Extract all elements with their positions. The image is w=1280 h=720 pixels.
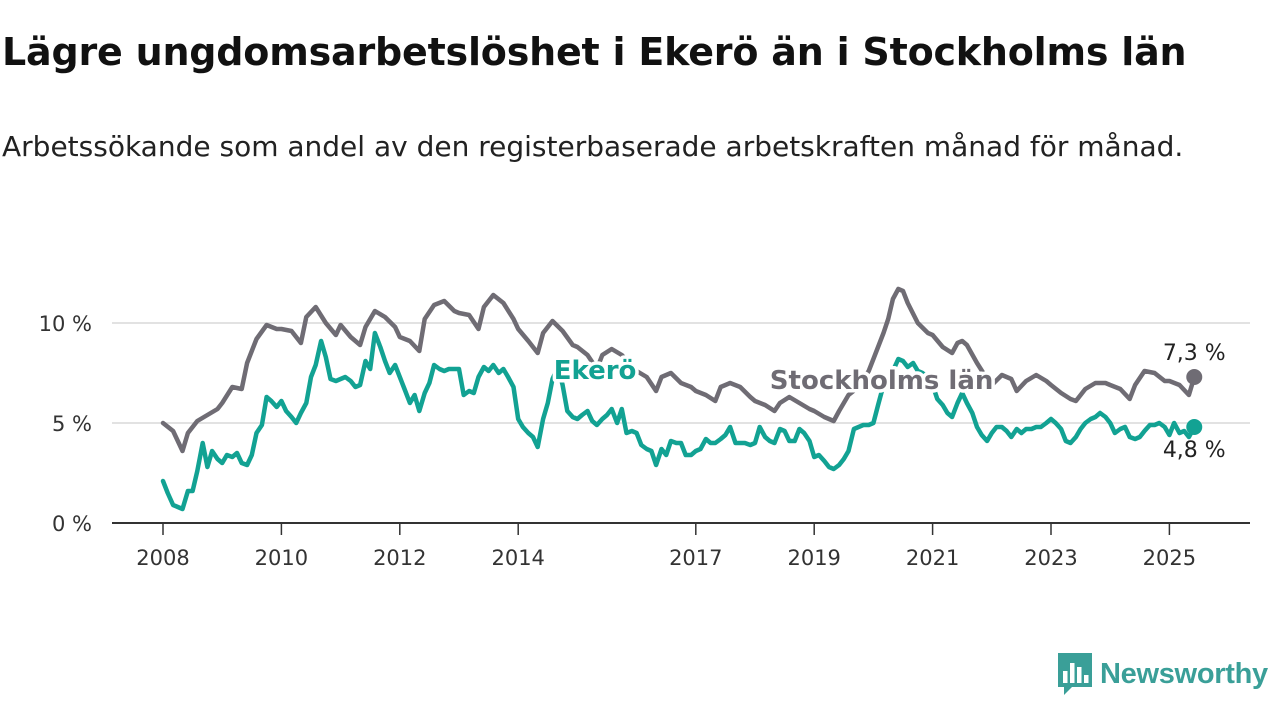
y-tick-label: 10 % <box>39 312 92 336</box>
x-tick-label: 2025 <box>1143 546 1196 570</box>
x-tick-label: 2012 <box>373 546 426 570</box>
y-tick-label: 5 % <box>52 412 92 436</box>
series-line-ekero <box>160 330 1197 512</box>
series-lines <box>160 286 1203 512</box>
newsworthy-logo-icon <box>1058 653 1092 695</box>
x-tick-label: 2021 <box>906 546 959 570</box>
x-axis: 2008 2010 2012 2014 2017 2019 2021 2023 2025 <box>112 522 1250 570</box>
newsworthy-brand: Newsworthy <box>1058 652 1268 696</box>
end-value-label: 4,8 % <box>1163 438 1226 463</box>
y-axis-ticks: 0 % 5 % 10 % <box>39 312 92 536</box>
x-tick-label: 2008 <box>136 546 189 570</box>
series-labels: 7,3 % 4,8 % Ekerö Stockholms län <box>550 341 1226 463</box>
grid-lines <box>112 322 1250 424</box>
y-tick-label: 0 % <box>52 512 92 536</box>
x-tick-label: 2017 <box>669 546 722 570</box>
end-value-label: 7,3 % <box>1163 341 1226 366</box>
series-line-stockholm <box>160 286 1197 454</box>
chart-title: Lägre ungdomsarbetslöshet i Ekerö än i S… <box>2 30 1187 74</box>
x-tick-label: 2023 <box>1024 546 1077 570</box>
end-point-marker <box>1186 369 1203 385</box>
series-label: Ekerö <box>554 356 637 386</box>
end-point-marker <box>1186 419 1203 435</box>
x-tick-label: 2014 <box>491 546 544 570</box>
brand-name: Newsworthy <box>1100 657 1268 690</box>
chart-subtitle: Arbetssökande som andel av den registerb… <box>2 130 1184 163</box>
x-tick-label: 2019 <box>787 546 840 570</box>
series-label: Stockholms län <box>770 366 994 396</box>
x-tick-label: 2010 <box>255 546 308 570</box>
